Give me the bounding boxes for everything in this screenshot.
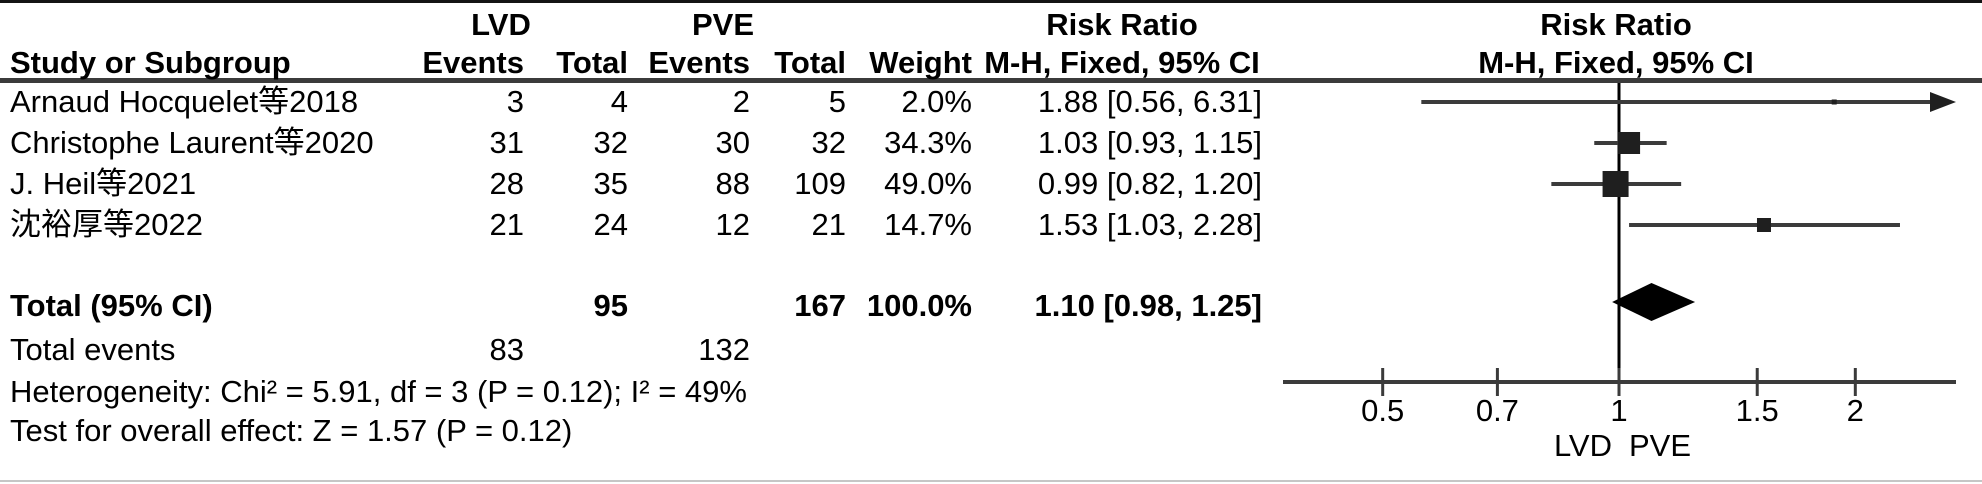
effect-square: [1756, 218, 1771, 232]
risk-ratio-title-left: Risk Ratio: [1046, 7, 1198, 42]
total-weight: 100.0%: [866, 288, 972, 323]
axis-tick-label: 0.7: [1475, 393, 1519, 428]
effect-square: [1602, 171, 1629, 197]
pve-events-value: 30: [715, 125, 750, 160]
axis-tick-label: 1.5: [1735, 393, 1779, 428]
axis-label-favours-pve: PVE: [1629, 428, 1692, 463]
top-border-line: [0, 0, 1982, 3]
summary-diamond: [1612, 283, 1696, 321]
total-lvd-total: 95: [593, 288, 628, 323]
header-pve-events: Events: [648, 45, 750, 80]
header-separator-line: [0, 78, 1982, 83]
total-events-lvd: 83: [489, 332, 524, 367]
weight-value: 34.3%: [884, 125, 972, 160]
axis-label-favours-lvd: LVD: [1553, 428, 1612, 463]
study-name: Christophe Laurent等2020: [10, 125, 374, 160]
header-pve-total: Total: [774, 45, 846, 80]
axis-tick-label: 0.5: [1361, 393, 1405, 428]
effect-square: [1618, 132, 1641, 154]
weight-value: 2.0%: [901, 84, 972, 119]
header-study: Study or Subgroup: [10, 45, 291, 80]
ci-text-value: 1.88 [0.56, 6.31]: [1037, 84, 1262, 119]
lvd-total-value: 4: [610, 84, 628, 119]
pve-total-value: 21: [811, 207, 846, 242]
group-title-lvd: LVD: [471, 7, 531, 42]
total-pve-total: 167: [794, 288, 846, 323]
group-title-pve: PVE: [691, 7, 755, 42]
header-lvd-total: Total: [556, 45, 628, 80]
lvd-total-value: 24: [593, 207, 628, 242]
total-ci-text: 1.10 [0.98, 1.25]: [1034, 288, 1263, 323]
pve-events-value: 2: [732, 84, 750, 119]
pve-events-value: 88: [715, 166, 750, 201]
header-mh-ci-right: M-H, Fixed, 95% CI: [1478, 45, 1754, 80]
effect-square: [1831, 99, 1837, 105]
heterogeneity-text: Heterogeneity: Chi² = 5.91, df = 3 (P = …: [10, 374, 747, 409]
pve-total-value: 109: [794, 166, 846, 201]
ci-text-value: 1.03 [0.93, 1.15]: [1037, 125, 1262, 160]
lvd-events-value: 31: [489, 125, 524, 160]
bottom-border-line: [0, 480, 1982, 482]
study-name: Arnaud Hocquelet等2018: [10, 84, 359, 119]
pve-events-value: 12: [715, 207, 750, 242]
risk-ratio-title-right: Risk Ratio: [1540, 7, 1692, 42]
lvd-events-value: 3: [506, 84, 524, 119]
study-name: J. Heil等2021: [10, 166, 197, 201]
pve-total-value: 5: [828, 84, 846, 119]
axis-tick-label: 2: [1846, 393, 1864, 428]
ci-text-value: 0.99 [0.82, 1.20]: [1037, 166, 1262, 201]
lvd-events-value: 21: [489, 207, 524, 242]
lvd-events-value: 28: [489, 166, 524, 201]
ci-arrowhead: [1930, 92, 1956, 112]
lvd-total-value: 32: [593, 125, 628, 160]
total-events-pve: 132: [698, 332, 750, 367]
total-events-label: Total events: [10, 332, 176, 367]
overall-effect-text: Test for overall effect: Z = 1.57 (P = 0…: [10, 413, 573, 448]
header-weight: Weight: [869, 45, 972, 80]
lvd-total-value: 35: [593, 166, 628, 201]
pve-total-value: 32: [811, 125, 846, 160]
header-lvd-events: Events: [422, 45, 524, 80]
ci-text-value: 1.53 [1.03, 2.28]: [1037, 207, 1262, 242]
weight-value: 49.0%: [884, 166, 972, 201]
study-name: 沈裕厚等2022: [10, 207, 203, 242]
total-label: Total (95% CI): [10, 288, 213, 323]
weight-value: 14.7%: [884, 207, 972, 242]
header-mh-ci-left: M-H, Fixed, 95% CI: [984, 45, 1260, 80]
axis-tick-label: 1: [1610, 393, 1628, 428]
